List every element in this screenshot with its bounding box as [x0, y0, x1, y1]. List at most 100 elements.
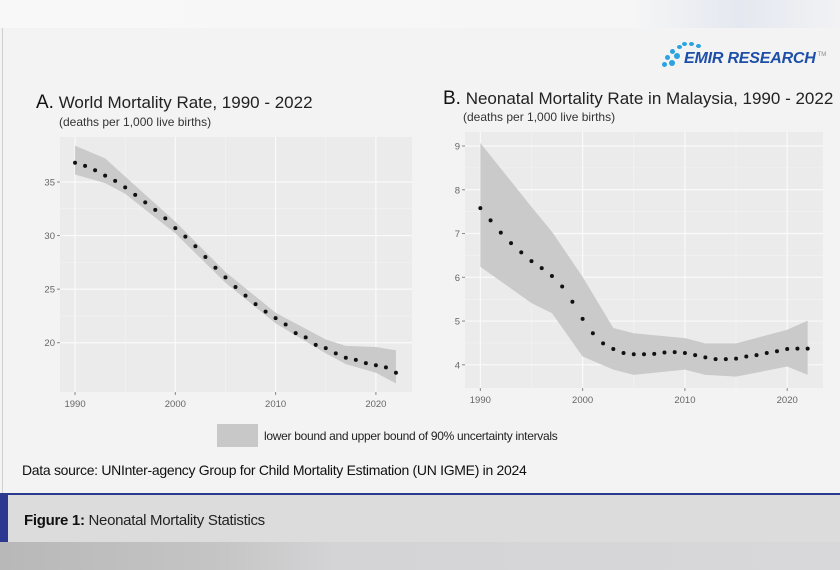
chart-a-data-point	[253, 302, 258, 307]
chart-a-data-point	[113, 178, 118, 183]
chart-b-subtitle: (deaths per 1,000 live births)	[463, 110, 616, 124]
chart-a-tick-label-x: 2000	[165, 399, 186, 410]
chart-b-data-point	[723, 357, 728, 362]
chart-a-data-point	[393, 370, 398, 375]
bottom-blur	[0, 542, 840, 570]
chart-a-tick-label-y: 20	[44, 338, 55, 349]
chart-b-data-point	[703, 355, 708, 360]
chart-b-data-point	[509, 241, 514, 246]
chart-a-tick-label-y: 25	[44, 285, 55, 296]
chart-b-uncertainty-band	[480, 142, 808, 377]
chart-a-data-point	[343, 355, 348, 360]
chart-b-data-point	[642, 352, 646, 357]
chart-b-data-point	[734, 356, 739, 361]
chart-a-data-point	[303, 335, 308, 340]
chart-b-data-point	[519, 250, 524, 255]
chart-b-data-point	[601, 341, 606, 346]
top-strip	[0, 0, 840, 28]
chart-a-data-point	[163, 216, 168, 221]
chart-b-title: B. Neonatal Mortality Rate in Malaysia, …	[443, 88, 834, 109]
chart-a-data-point	[333, 351, 338, 356]
chart-a-data-point	[103, 173, 108, 178]
chart-a-data-point	[263, 309, 268, 314]
chart-b-data-point	[590, 331, 595, 336]
chart-b-data-point	[693, 353, 698, 358]
chart-b-tick-label-x: 2010	[674, 395, 695, 406]
chart-a-data-point	[243, 293, 248, 298]
chart-b-data-point	[785, 347, 790, 352]
logo-text: EMIR RESEARCH	[684, 50, 816, 67]
chart-a-data-point	[383, 365, 388, 370]
chart-a-data-point	[213, 265, 218, 270]
data-source: Data source: UNInter-agency Group for Ch…	[22, 462, 527, 478]
chart-b-data-point	[672, 350, 677, 355]
legend: lower bound and upper bound of 90% uncer…	[217, 424, 558, 447]
chart-b-tick-label-y: 9	[455, 142, 460, 153]
chart-b-data-point	[478, 206, 483, 211]
chart-a-data-point	[363, 361, 368, 366]
chart-b-data-point	[498, 230, 503, 235]
left-border	[2, 28, 3, 494]
chart-a-data-point	[283, 322, 288, 327]
chart-a-data-point	[123, 185, 128, 190]
chart-b-tick-label-y: 6	[455, 273, 460, 284]
chart-b-data-point	[713, 357, 718, 362]
chart-b-data-point	[549, 273, 554, 278]
chart-a-data-point	[83, 163, 88, 168]
chart-b-data-point	[488, 218, 493, 223]
chart-a-data-point	[183, 234, 188, 239]
chart-b-data-point	[560, 284, 565, 289]
chart-a-tick-label-x: 2020	[365, 399, 386, 410]
chart-b-data-point	[539, 266, 544, 271]
chart-a-data-point	[173, 226, 178, 231]
chart-b-data-point	[652, 351, 657, 356]
chart-a-data-point	[373, 363, 378, 368]
legend-label: lower bound and upper bound of 90% uncer…	[264, 428, 558, 443]
chart-a-data-point	[323, 346, 328, 351]
chart-b-data-point	[631, 352, 636, 357]
figure-caption: Figure 1: Neonatal Mortality Statistics	[24, 512, 265, 529]
chart-b-tick-label-x: 1990	[470, 395, 491, 406]
chart-b-data-point	[529, 259, 534, 264]
chart-b-data-point	[621, 350, 626, 355]
chart-a-data-point	[273, 316, 278, 321]
chart-a-data-point	[313, 342, 318, 347]
chart-b-data-point	[682, 350, 687, 355]
chart-a-title: A. World Mortality Rate, 1990 - 2022	[36, 92, 313, 113]
chart-a-data-point	[133, 192, 138, 197]
chart-b-data-point	[570, 299, 575, 304]
chart-b-tick-label-y: 4	[455, 360, 460, 371]
logo-dots-icon	[660, 40, 701, 70]
chart-b-data-point	[611, 347, 616, 352]
chart-b-data-point	[744, 354, 749, 359]
chart-b-data-point	[764, 350, 769, 355]
chart-b-tick-label-x: 2020	[777, 395, 798, 406]
chart-a-tick-label-y: 30	[44, 231, 55, 242]
chart-a-data-point	[193, 244, 198, 249]
chart-a-data-point	[143, 200, 148, 205]
chart-a-data-point	[293, 331, 298, 336]
caption-accent	[0, 495, 8, 544]
emir-research-logo: EMIR RESEARCH TM	[660, 40, 826, 70]
chart-a-subtitle: (deaths per 1,000 live births)	[59, 115, 212, 129]
trademark: TM	[817, 52, 827, 58]
chart-b-data-point	[662, 350, 667, 355]
chart-b-data-point	[774, 349, 779, 354]
chart-a-data-point	[93, 168, 98, 173]
chart-b-tick-label-x: 2000	[572, 395, 593, 406]
chart-a-data-point	[153, 207, 158, 212]
chart-a-uncertainty-band	[75, 145, 396, 384]
chart-a-tick-label-y: 35	[44, 178, 55, 189]
chart-b-data-point	[754, 353, 759, 358]
chart-a-data-point	[353, 357, 358, 362]
legend-swatch	[217, 424, 258, 447]
chart-b-tick-label-y: 5	[455, 317, 460, 328]
figure-caption-bar: Figure 1: Neonatal Mortality Statistics	[0, 493, 840, 544]
chart-b-tick-label-y: 8	[455, 185, 460, 196]
chart-a-tick-label-x: 1990	[64, 399, 85, 410]
chart-b-data-point	[805, 346, 810, 351]
chart-b-data-point	[795, 346, 800, 351]
chart-a-data-point	[223, 275, 228, 280]
chart-a-data-point	[203, 255, 208, 259]
